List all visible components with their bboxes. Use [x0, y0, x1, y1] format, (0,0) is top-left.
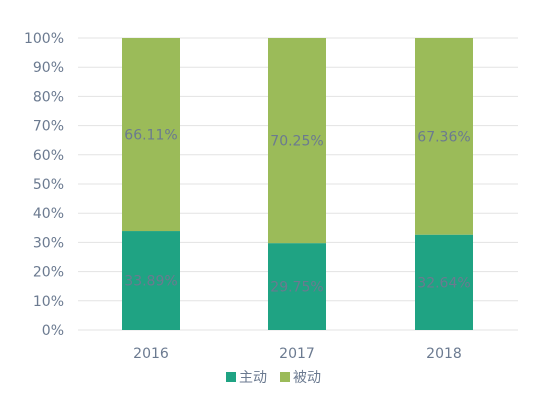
- y-tick-label: 60%: [33, 148, 64, 164]
- bar-segment-0-2018: [415, 234, 473, 330]
- data-label-0-2017: 29.75%: [270, 280, 323, 296]
- y-tick-label: 40%: [33, 206, 64, 222]
- x-category-label: 2017: [279, 346, 315, 362]
- bar-segment-1-2018: [415, 38, 473, 235]
- y-tick-label: 90%: [33, 60, 64, 76]
- bar-segment-0-2017: [268, 243, 326, 330]
- y-axis-tick-labels: 0% 10% 20% 30% 40% 50% 60% 70% 80% 90% 100%: [24, 31, 64, 339]
- x-category-label: 2018: [426, 346, 462, 362]
- data-label-0-2018: 32.64%: [417, 275, 470, 291]
- legend-label: 被动: [293, 370, 321, 386]
- legend-swatch: [280, 372, 290, 382]
- y-tick-label: 100%: [24, 31, 64, 47]
- bar-segment-1-2017: [268, 38, 326, 244]
- y-tick-label: 30%: [33, 235, 64, 251]
- x-category-label: 2016: [133, 346, 169, 362]
- y-tick-label: 0%: [42, 323, 64, 339]
- bars: [122, 38, 473, 330]
- legend: 主动 被动: [226, 370, 321, 386]
- data-label-1-2016: 66.11%: [124, 128, 177, 144]
- x-axis-category-labels: 2016 2017 2018: [133, 346, 462, 362]
- y-tick-label: 70%: [33, 119, 64, 135]
- data-label-1-2017: 70.25%: [270, 134, 323, 150]
- data-labels: 33.89% 66.11% 29.75% 70.25% 32.64% 67.36%: [124, 128, 470, 296]
- legend-label: 主动: [239, 370, 267, 386]
- y-tick-label: 50%: [33, 177, 64, 193]
- y-tick-label: 10%: [33, 294, 64, 310]
- y-tick-label: 80%: [33, 89, 64, 105]
- y-tick-label: 20%: [33, 265, 64, 281]
- legend-swatch: [226, 372, 236, 382]
- bar-segment-1-2016: [122, 38, 180, 232]
- data-label-0-2016: 33.89%: [124, 274, 177, 290]
- data-label-1-2018: 67.36%: [417, 129, 470, 145]
- bar-segment-0-2016: [122, 231, 180, 330]
